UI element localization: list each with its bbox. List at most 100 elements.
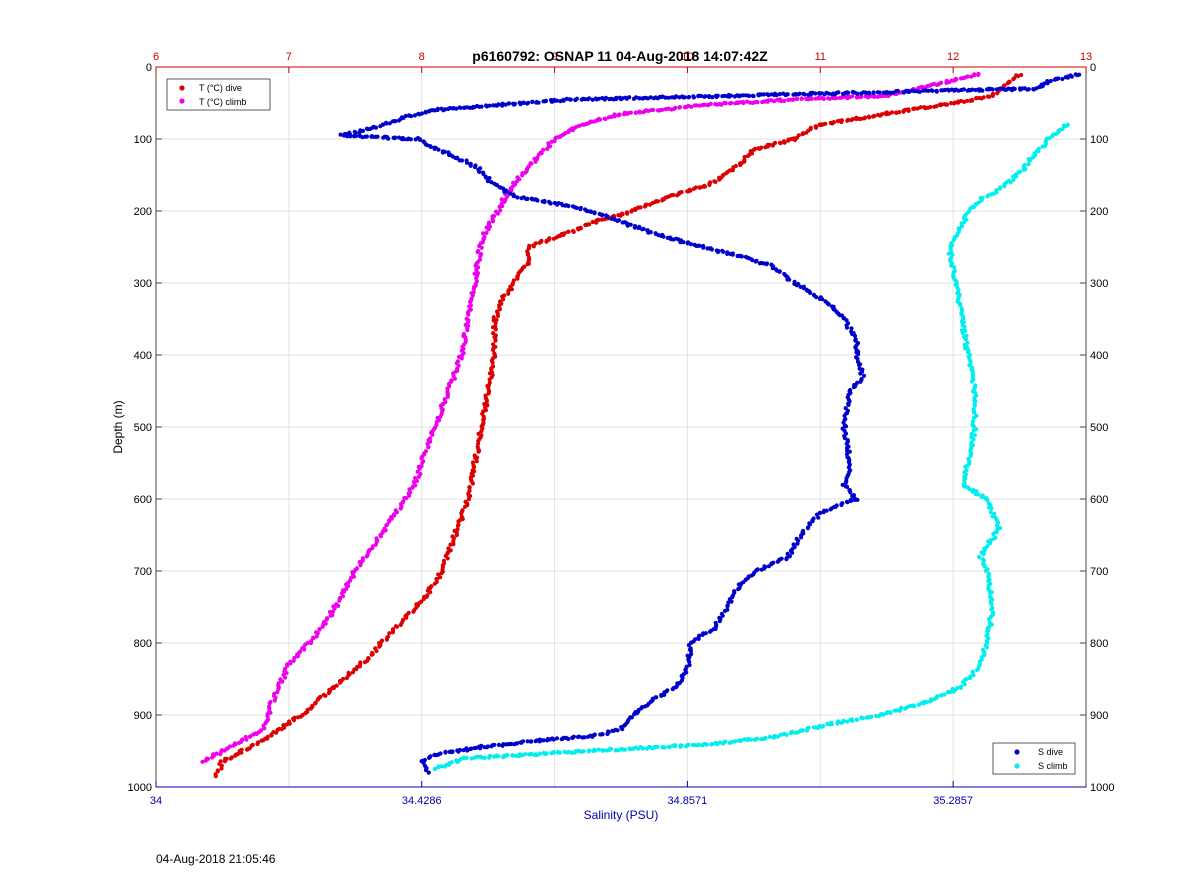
data-point	[407, 113, 412, 118]
data-point	[239, 750, 244, 755]
data-point	[779, 732, 784, 737]
data-point	[394, 624, 399, 629]
data-point	[751, 147, 757, 152]
data-point	[631, 96, 637, 101]
data-point	[756, 92, 761, 97]
data-point	[939, 693, 944, 698]
data-point	[729, 100, 734, 106]
data-point	[839, 502, 844, 508]
data-point	[566, 203, 571, 209]
data-point	[642, 204, 648, 209]
data-point	[317, 627, 322, 632]
data-point	[481, 231, 486, 236]
data-point	[320, 624, 325, 629]
data-point	[525, 739, 530, 744]
data-point	[636, 225, 641, 231]
data-point	[950, 252, 955, 257]
data-point	[700, 632, 705, 638]
data-point	[328, 613, 333, 618]
data-point	[788, 731, 793, 736]
data-point	[994, 87, 999, 92]
data-point	[644, 746, 650, 751]
data-point	[466, 497, 471, 502]
data-point	[804, 728, 810, 733]
data-point	[408, 137, 413, 142]
x-top-tick-label: 8	[419, 51, 425, 63]
data-points	[200, 71, 1082, 779]
data-point	[563, 750, 568, 755]
data-point	[326, 690, 331, 696]
data-point	[622, 112, 627, 117]
data-point	[222, 759, 227, 764]
data-point	[697, 243, 702, 248]
data-point	[285, 663, 290, 668]
data-point	[817, 91, 822, 96]
data-point	[428, 144, 433, 149]
data-point	[569, 750, 575, 755]
data-point	[972, 415, 977, 420]
data-point	[874, 713, 879, 719]
data-point	[828, 507, 833, 512]
y-tick-label-left: 400	[134, 350, 152, 362]
data-point	[697, 103, 702, 108]
data-point	[956, 226, 961, 231]
data-point	[969, 74, 974, 79]
x-axis-label-bottom: Salinity (PSU)	[584, 808, 659, 822]
data-point	[976, 71, 981, 76]
data-point	[331, 609, 336, 614]
legend-salinity-box	[992, 742, 1076, 775]
y-tick-label-right: 0	[1090, 62, 1096, 74]
data-point	[555, 750, 560, 755]
data-point	[428, 590, 433, 595]
data-point	[357, 130, 362, 135]
data-point	[573, 97, 578, 103]
data-point	[648, 230, 653, 235]
data-point	[259, 738, 264, 743]
data-point	[922, 105, 927, 110]
chart-title: p6160792: OSNAP 11 04-Aug-2018 14:07:42Z	[472, 48, 768, 64]
data-point	[826, 96, 831, 101]
data-point	[495, 211, 500, 216]
data-point	[799, 535, 804, 540]
data-point	[1063, 75, 1068, 80]
y-tick-label-left: 900	[134, 710, 152, 722]
data-point	[484, 104, 489, 109]
data-point	[491, 754, 496, 759]
data-point	[710, 95, 715, 100]
data-point	[377, 644, 382, 649]
data-point	[465, 748, 470, 753]
data-point	[986, 583, 991, 588]
data-point	[387, 519, 392, 524]
data-point	[419, 456, 424, 461]
data-point	[655, 108, 660, 113]
data-point	[725, 604, 730, 609]
data-point	[897, 708, 903, 713]
data-point	[963, 464, 968, 469]
data-point	[757, 146, 762, 151]
data-point	[247, 734, 252, 739]
data-point	[982, 564, 987, 569]
data-point	[848, 490, 853, 495]
data-point	[517, 100, 522, 105]
data-point	[439, 106, 444, 111]
data-point	[386, 136, 391, 141]
data-point	[459, 356, 464, 361]
data-point	[599, 217, 604, 222]
data-point	[311, 636, 316, 641]
data-point	[967, 363, 972, 368]
data-point	[554, 736, 560, 741]
data-point	[802, 92, 807, 97]
data-point	[607, 97, 612, 102]
data-point	[420, 460, 425, 465]
data-point	[820, 96, 825, 101]
y-tick-label-left: 0	[146, 62, 152, 74]
data-point	[200, 759, 205, 764]
data-point	[685, 189, 690, 194]
y-tick-label-left: 600	[134, 494, 152, 506]
data-point	[620, 727, 625, 732]
data-point	[432, 752, 437, 757]
data-point	[525, 262, 530, 267]
data-point	[1026, 162, 1031, 167]
data-point	[939, 88, 944, 93]
data-point	[527, 752, 532, 757]
